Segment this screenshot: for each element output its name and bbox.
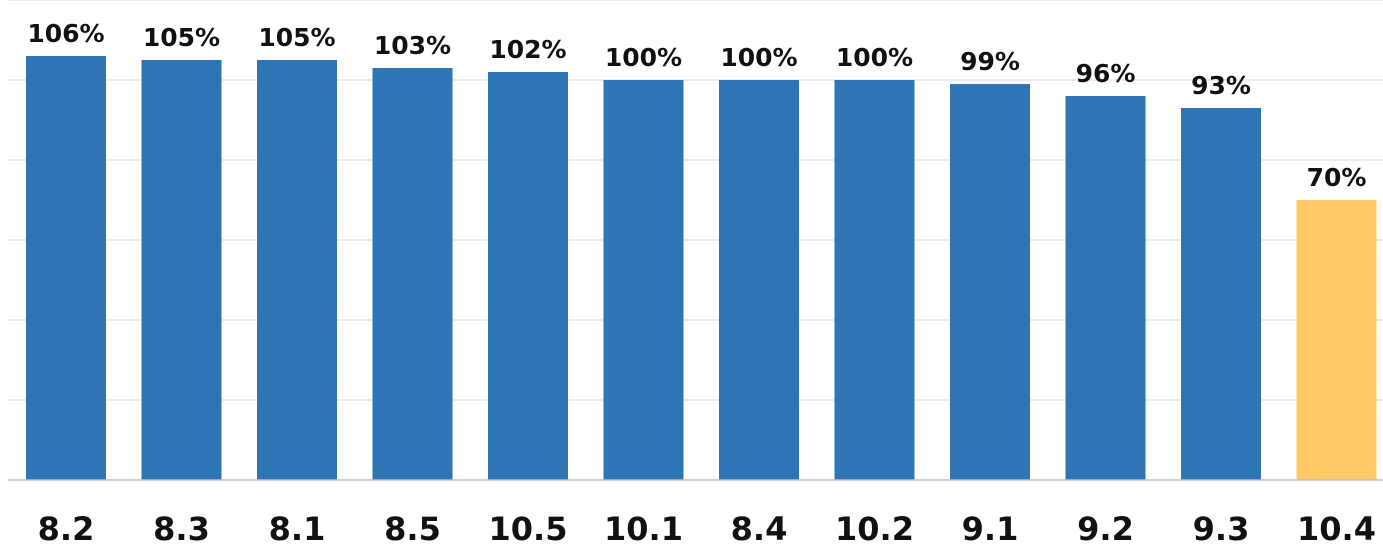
x-tick-label: 8.2 bbox=[38, 510, 95, 546]
bar-9-3 bbox=[1181, 108, 1261, 480]
data-label: 100% bbox=[605, 43, 682, 72]
x-tick-label: 8.1 bbox=[269, 510, 326, 546]
data-label: 103% bbox=[374, 31, 451, 60]
x-tick-label: 9.2 bbox=[1077, 510, 1134, 546]
bar-10-4 bbox=[1296, 200, 1377, 480]
bar-8-3 bbox=[141, 60, 222, 480]
bar-10-1 bbox=[603, 80, 684, 480]
x-tick-label: 10.4 bbox=[1297, 510, 1376, 546]
x-tick-label: 8.4 bbox=[731, 510, 788, 546]
x-tick-label: 10.5 bbox=[489, 510, 568, 546]
data-label: 100% bbox=[720, 43, 797, 72]
data-label: 105% bbox=[143, 23, 220, 52]
data-label: 102% bbox=[489, 35, 566, 64]
x-tick-label: 10.1 bbox=[604, 510, 683, 546]
bar-8-2 bbox=[26, 56, 106, 480]
x-tick-label: 8.3 bbox=[153, 510, 210, 546]
data-label: 70% bbox=[1307, 163, 1367, 192]
x-axis: 8.2 8.3 8.1 8.5 10.5 10.1 8.4 10.2 9.1 9.2 9.3 10.4 bbox=[8, 479, 1383, 546]
gridlines bbox=[8, 0, 1383, 401]
data-label: 96% bbox=[1076, 59, 1136, 88]
bar-8-4 bbox=[719, 80, 799, 480]
bars bbox=[26, 56, 1377, 480]
bar-8-5 bbox=[372, 68, 453, 480]
x-tick-label: 8.5 bbox=[384, 510, 441, 546]
data-label: 105% bbox=[258, 23, 335, 52]
data-label: 99% bbox=[960, 47, 1020, 76]
bar-10-2 bbox=[834, 80, 915, 480]
bar-9-2 bbox=[1065, 96, 1146, 480]
data-label: 100% bbox=[836, 43, 913, 72]
bar-8-1 bbox=[257, 60, 337, 480]
bar-9-1 bbox=[950, 84, 1030, 480]
x-tick-label: 9.1 bbox=[962, 510, 1019, 546]
x-tick-label: 9.3 bbox=[1193, 510, 1250, 546]
data-labels: 106% 105% 105% 103% 102% 100% 100% 100% 99% 96% 93… bbox=[27, 19, 1366, 192]
data-label: 93% bbox=[1191, 71, 1251, 100]
x-tick-label: 10.2 bbox=[835, 510, 914, 546]
data-label: 106% bbox=[27, 19, 104, 48]
bar-10-5 bbox=[488, 72, 568, 480]
